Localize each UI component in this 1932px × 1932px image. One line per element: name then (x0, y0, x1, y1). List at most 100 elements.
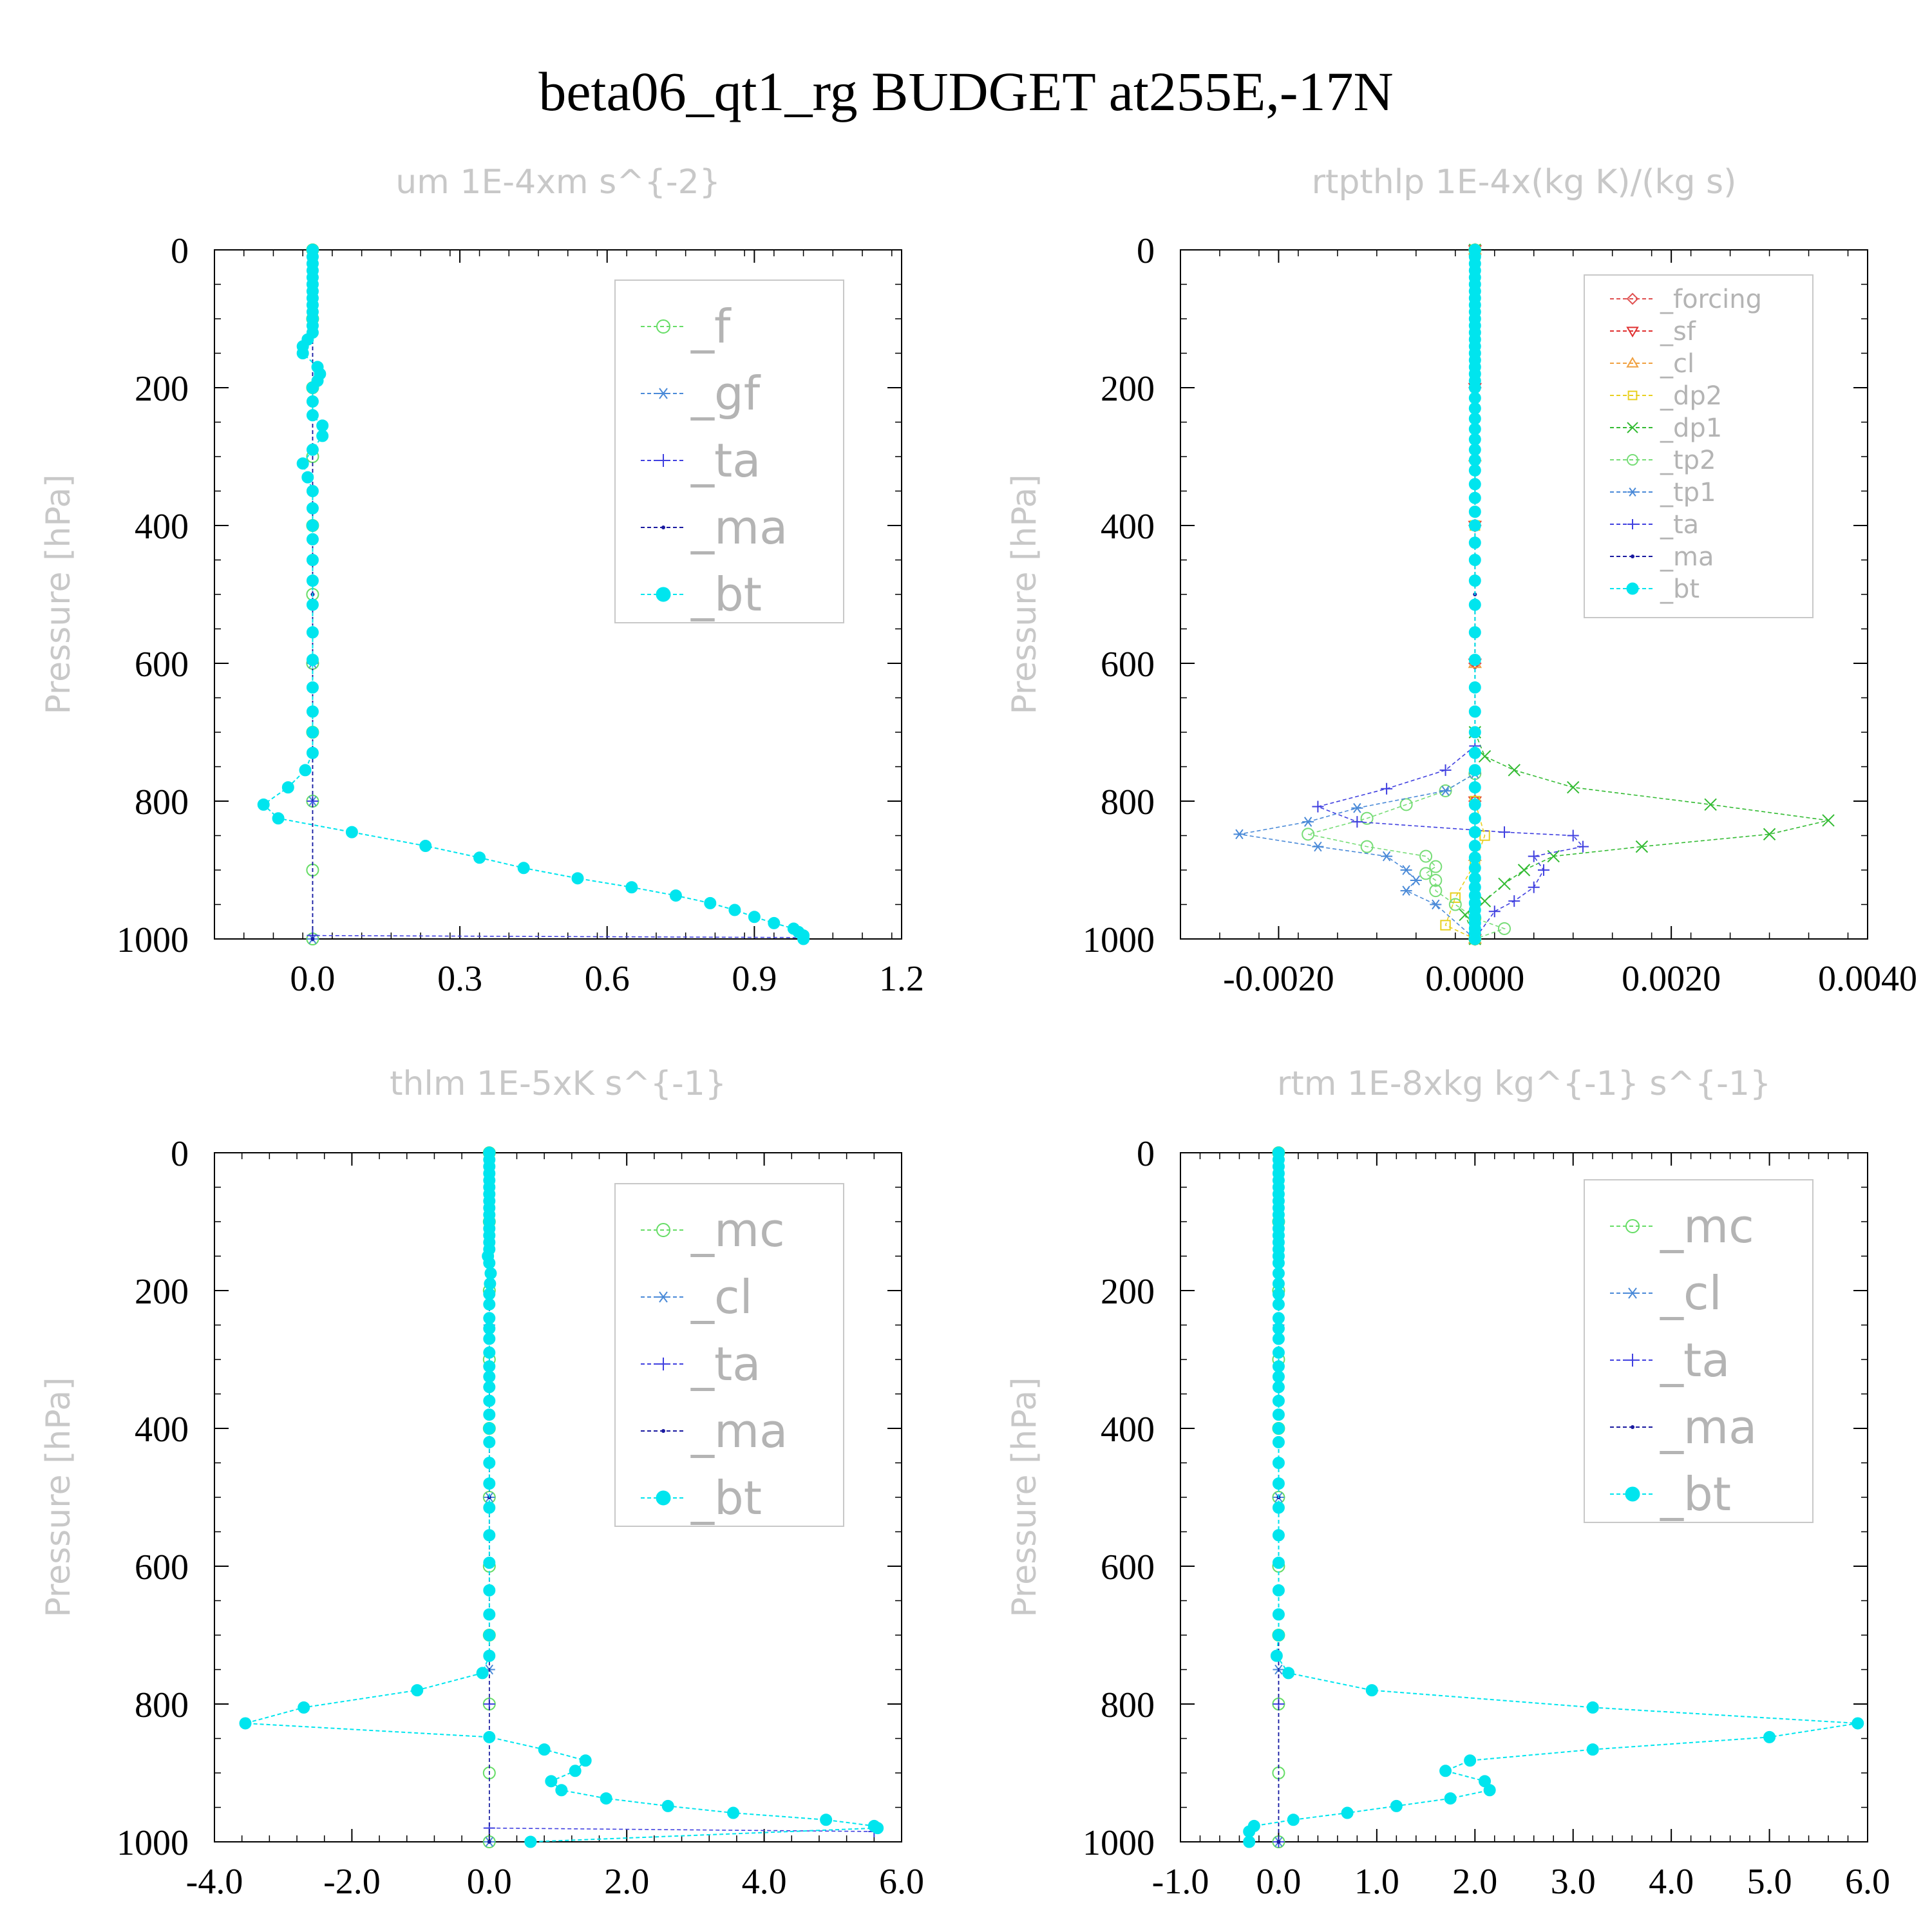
data-point-bt (299, 764, 312, 777)
x-tick-label: -4.0 (186, 1862, 243, 1902)
x-tick-label: -1.0 (1152, 1862, 1209, 1902)
data-point-bt (1468, 554, 1481, 566)
data-point-bt (555, 1784, 568, 1797)
legend-label: _ta (1660, 510, 1699, 540)
data-point-bt (1468, 443, 1481, 456)
data-point-bt (1468, 764, 1481, 777)
data-point-bt (483, 1332, 496, 1345)
x-tick-label: 2.0 (1452, 1862, 1497, 1902)
data-point-dp1 (1547, 849, 1560, 863)
data-point-bt (306, 502, 319, 515)
legend-marker (657, 1291, 670, 1303)
data-point-bt (1272, 1287, 1285, 1300)
data-point-bt (306, 681, 319, 694)
data-point-bt (306, 574, 319, 587)
data-point-bt (483, 1287, 496, 1300)
data-point-bt (1468, 422, 1481, 435)
data-point-bt (1272, 1256, 1285, 1269)
data-point-bt (538, 1743, 551, 1756)
data-point-dp1 (1567, 781, 1580, 794)
data-point-bt (306, 533, 319, 545)
x-tick-label: 0.6 (585, 959, 630, 999)
data-point-bt (1272, 1332, 1285, 1345)
data-point-bt (1272, 1277, 1285, 1290)
legend-label: _tp1 (1660, 478, 1716, 507)
x-tick-label: 0.0 (290, 959, 335, 999)
data-point-bt (545, 1775, 558, 1788)
data-point-bt (301, 471, 314, 484)
data-point-tp1 (1312, 841, 1324, 852)
data-point-ta (1351, 816, 1363, 828)
data-point-ma (310, 937, 315, 941)
data-point-bt (483, 1256, 496, 1269)
y-tick-label: 1000 (1083, 920, 1155, 960)
y-tick-label: 200 (1101, 1272, 1155, 1312)
data-point-bt (483, 1730, 496, 1743)
y-tick-label: 800 (135, 1685, 189, 1725)
data-point-bt (1468, 726, 1481, 739)
data-point-bt (483, 1529, 496, 1542)
data-point-bt (483, 1360, 496, 1373)
data-point-dp1 (1508, 764, 1520, 777)
data-point-bt (1468, 840, 1481, 853)
data-point-bt (1390, 1799, 1403, 1812)
x-tick-label: 2.0 (604, 1862, 649, 1902)
legend-marker (1626, 292, 1639, 305)
data-point-tp2 (1448, 898, 1462, 911)
data-point-bt (1468, 392, 1481, 404)
data-point-bt (1272, 1298, 1285, 1311)
data-point-tp2 (1419, 867, 1433, 880)
data-point-bt (483, 1557, 496, 1569)
chart-panel-2: rtpthlp 1E-4x(kg K)/(kg s) Pressure [hPa]… (1005, 163, 1917, 999)
data-point-ma (1276, 1840, 1281, 1844)
data-point-bt (483, 1501, 496, 1514)
data-point-bt (1468, 826, 1481, 838)
legend-marker (1627, 390, 1638, 401)
data-point-bt (571, 872, 584, 885)
panel-title: thlm 1E-5xK s^{-1} (390, 1065, 726, 1103)
data-point-bt (483, 1312, 496, 1325)
legend-label: _mc (690, 1203, 785, 1257)
data-point-bt (1468, 506, 1481, 518)
data-point-bt (1468, 402, 1481, 415)
legend-marker (1627, 488, 1638, 497)
legend-box (614, 1183, 844, 1527)
data-point-bt (1272, 1529, 1285, 1542)
data-point-bt (704, 896, 717, 909)
x-tick-label: 0.3 (437, 959, 482, 999)
data-point-bt (797, 933, 810, 945)
x-tick-label: -2.0 (323, 1862, 381, 1902)
data-point-bt (1272, 1381, 1285, 1394)
data-point-bt (1444, 1792, 1457, 1805)
data-point-ta (1528, 850, 1540, 862)
x-tick-label: 0.9 (732, 959, 777, 999)
data-point-bt (1586, 1701, 1599, 1714)
data-point-bt (1468, 598, 1481, 611)
data-point-bt (306, 519, 319, 532)
data-point-ta (1508, 895, 1520, 907)
data-point-bt (483, 1370, 496, 1383)
data-point-bt (1272, 1584, 1285, 1596)
legend-marker (1627, 519, 1638, 529)
y-tick-label: 800 (135, 782, 189, 822)
data-point-bt (306, 554, 319, 566)
data-point-tp2 (1429, 874, 1443, 887)
data-point-dp1 (1517, 864, 1531, 876)
data-point-bt (1468, 491, 1481, 504)
data-point-ta (1537, 864, 1549, 876)
data-point-dp1 (1822, 814, 1835, 827)
data-point-bt (524, 1835, 537, 1848)
legend-box (1584, 274, 1814, 618)
legend-label: _f (690, 299, 732, 354)
data-point-dp2 (1440, 920, 1451, 931)
data-point-bt (484, 1277, 497, 1290)
x-tick-label: 1.0 (1354, 1862, 1399, 1902)
legend-marker (1626, 357, 1639, 368)
y-tick-label: 0 (1137, 1134, 1155, 1174)
legend-label: _cl (1660, 349, 1694, 379)
data-point-bt (306, 598, 319, 611)
legend-marker (656, 1490, 671, 1506)
data-point-bt (483, 1457, 496, 1469)
y-tick-label: 400 (135, 1410, 189, 1450)
